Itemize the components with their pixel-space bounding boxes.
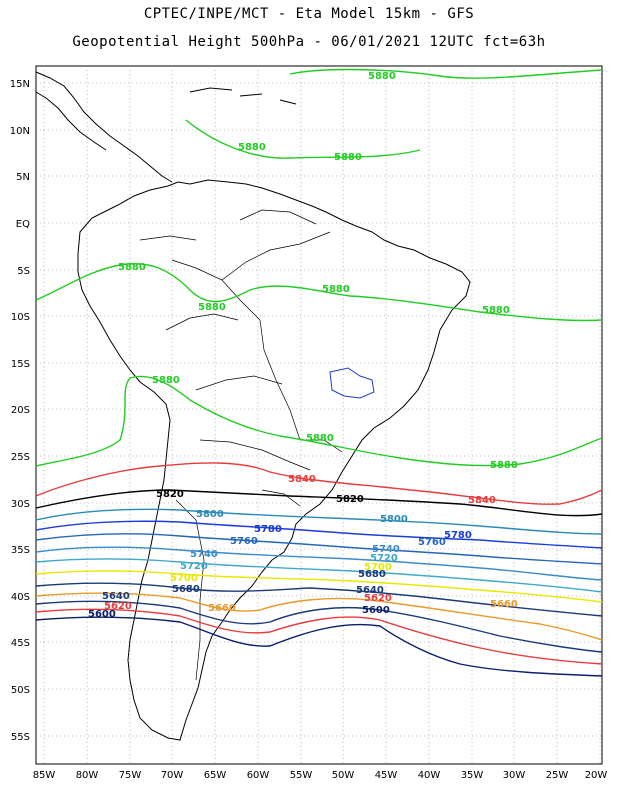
contour-5700 — [35, 570, 603, 603]
lat-label-45s: 45S — [11, 638, 30, 649]
label-5800-b: 5800 — [380, 514, 408, 525]
lat-label-55s: 55S — [11, 732, 30, 743]
graticule — [36, 66, 602, 764]
label-5780-a: 5780 — [254, 524, 282, 535]
contour-5600 — [35, 616, 603, 677]
south-america-coastline — [77, 179, 471, 741]
label-5800-a: 5800 — [196, 509, 224, 520]
label-5880-j: 5880 — [490, 460, 518, 471]
map-title: CPTEC/INPE/MCT - Eta Model 15km - GFS — [143, 6, 475, 22]
lon-label-65w: 65W — [204, 770, 227, 781]
lat-label-30s: 30S — [11, 499, 30, 510]
label-5720-a: 5720 — [180, 561, 208, 572]
label-5880-e: 5880 — [322, 284, 350, 295]
label-5880-d: 5880 — [118, 262, 146, 273]
lat-label-20s: 20S — [11, 405, 30, 416]
label-5600-b: 5600 — [362, 605, 390, 616]
label-5740-b: 5740 — [372, 544, 400, 555]
country-borders — [139, 209, 343, 681]
lon-label-75w: 75W — [119, 770, 142, 781]
contour-lines — [35, 68, 603, 677]
label-5760-b: 5760 — [418, 537, 446, 548]
label-5660-a: 5660 — [208, 603, 236, 614]
label-5740-a: 5740 — [190, 549, 218, 560]
lon-label-45w: 45W — [375, 770, 398, 781]
lon-label-25w: 25W — [546, 770, 569, 781]
lat-label-15n: 15N — [10, 79, 30, 90]
label-5840-b: 5840 — [468, 495, 496, 506]
contour-5820 — [35, 489, 603, 517]
contour-5880-blob-brazil — [329, 367, 375, 399]
central-america-coastline — [35, 71, 173, 183]
label-5720-b: 5720 — [370, 553, 398, 564]
caribbean-islands — [189, 87, 297, 105]
lon-label-55w: 55W — [290, 770, 313, 781]
label-5880-a: 5880 — [368, 71, 396, 82]
label-5640-b: 5640 — [356, 585, 384, 596]
label-5640-a: 5640 — [102, 591, 130, 602]
label-5820-a: 5820 — [156, 489, 184, 500]
lat-label-10s: 10S — [11, 312, 30, 323]
label-5760-a: 5760 — [230, 536, 258, 547]
contour-5800 — [35, 508, 603, 535]
label-5880-f: 5880 — [198, 302, 226, 313]
contour-5780 — [35, 520, 603, 549]
coastlines — [35, 71, 471, 741]
lat-label-50s: 50S — [11, 685, 30, 696]
lat-label-25s: 25S — [11, 452, 30, 463]
label-5820-b: 5820 — [336, 494, 364, 505]
contour-5880-north — [289, 68, 603, 79]
label-5600-a: 5600 — [88, 609, 116, 620]
lon-label-35w: 35W — [461, 770, 484, 781]
lon-label-20w: 20W — [585, 770, 608, 781]
label-5880-i: 5880 — [306, 433, 334, 444]
lon-label-30w: 30W — [503, 770, 526, 781]
contour-5740 — [35, 546, 603, 581]
contour-5620 — [35, 608, 603, 665]
lat-label-5n: 5N — [16, 172, 30, 183]
contour-5680 — [35, 582, 603, 617]
contour-5660 — [35, 592, 603, 641]
label-5700-b: 5700 — [364, 562, 392, 573]
label-5700-a: 5700 — [170, 573, 198, 584]
label-5880-g: 5880 — [482, 305, 510, 316]
label-5880-b: 5880 — [238, 142, 266, 153]
label-5780-b: 5780 — [444, 530, 472, 541]
label-5680-b: 5680 — [358, 569, 386, 580]
contour-5640 — [35, 600, 603, 653]
lat-label-15s: 15S — [11, 359, 30, 370]
contour-5840 — [35, 462, 603, 505]
lon-label-80w: 80W — [76, 770, 99, 781]
lon-label-40w: 40W — [418, 770, 441, 781]
label-5840-a: 5840 — [288, 474, 316, 485]
contour-5880-amazon — [35, 263, 603, 322]
label-5880-c: 5880 — [334, 152, 362, 163]
lat-label-40s: 40S — [11, 592, 30, 603]
lon-label-85w: 85W — [33, 770, 56, 781]
map-subtitle: Geopotential Height 500hPa - 06/01/2021 … — [72, 34, 546, 50]
label-5620-a: 5620 — [104, 601, 132, 612]
lon-label-70w: 70W — [161, 770, 184, 781]
label-5880-h: 5880 — [152, 375, 180, 386]
contour-5880-central-america — [185, 119, 421, 159]
lat-label-10n: 10N — [10, 126, 30, 137]
lat-label-5s: 5S — [17, 266, 30, 277]
lat-label-eq: EQ — [16, 219, 30, 230]
map-frame — [35, 65, 603, 765]
label-5660-b: 5660 — [490, 599, 518, 610]
lat-label-35s: 35S — [11, 545, 30, 556]
label-5680-a: 5680 — [172, 584, 200, 595]
contour-labels: 5880 5880 5880 5880 5880 5880 5880 5880 … — [88, 71, 518, 620]
label-5620-b: 5620 — [364, 593, 392, 604]
lon-label-50w: 50W — [332, 770, 355, 781]
contour-5880-south — [35, 375, 603, 467]
contour-5720 — [35, 558, 603, 593]
lon-label-60w: 60W — [247, 770, 270, 781]
contour-5760 — [35, 533, 603, 565]
